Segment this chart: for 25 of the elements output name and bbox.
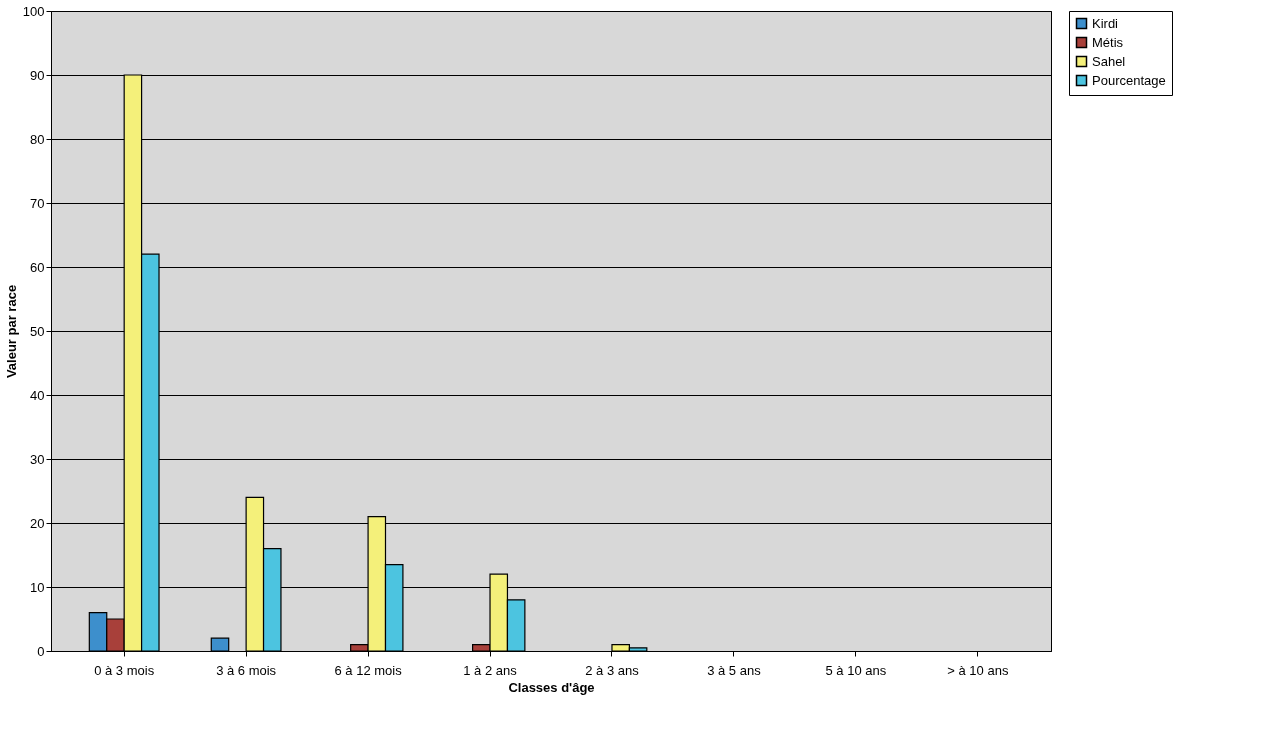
y-tick-label: 50	[30, 323, 45, 339]
legend-label: Métis	[1092, 34, 1124, 50]
y-axis-title: Valeur par race	[3, 284, 19, 379]
y-tick-label: 0	[37, 643, 45, 659]
y-tick-label: 90	[30, 67, 45, 83]
y-tick-label: 20	[30, 515, 45, 531]
y-tick-label: 10	[30, 579, 45, 595]
x-tick-label: 3 à 5 ans	[707, 662, 762, 678]
y-tick-label: 40	[30, 387, 45, 403]
y-tick-label: 70	[30, 195, 45, 211]
x-tick-label: 0 à 3 mois	[94, 662, 155, 678]
x-tick-label: > à 10 ans	[947, 662, 1009, 678]
y-tick-label: 30	[30, 451, 45, 467]
y-tick-label: 100	[22, 3, 45, 19]
legend-label: Pourcentage	[1092, 72, 1166, 88]
x-tick-label: 1 à 2 ans	[463, 662, 518, 678]
x-tick-label: 3 à 6 mois	[216, 662, 277, 678]
legend-label: Kirdi	[1092, 15, 1119, 31]
x-tick-label: 6 à 12 mois	[334, 662, 403, 678]
x-tick-label: 5 à 10 ans	[825, 662, 887, 678]
x-axis-title: Classes d'âge	[508, 679, 595, 695]
y-tick-label: 80	[30, 131, 45, 147]
x-tick-label: 2 à 3 ans	[585, 662, 640, 678]
legend-label: Sahel	[1092, 53, 1126, 69]
y-tick-label: 60	[30, 259, 45, 275]
